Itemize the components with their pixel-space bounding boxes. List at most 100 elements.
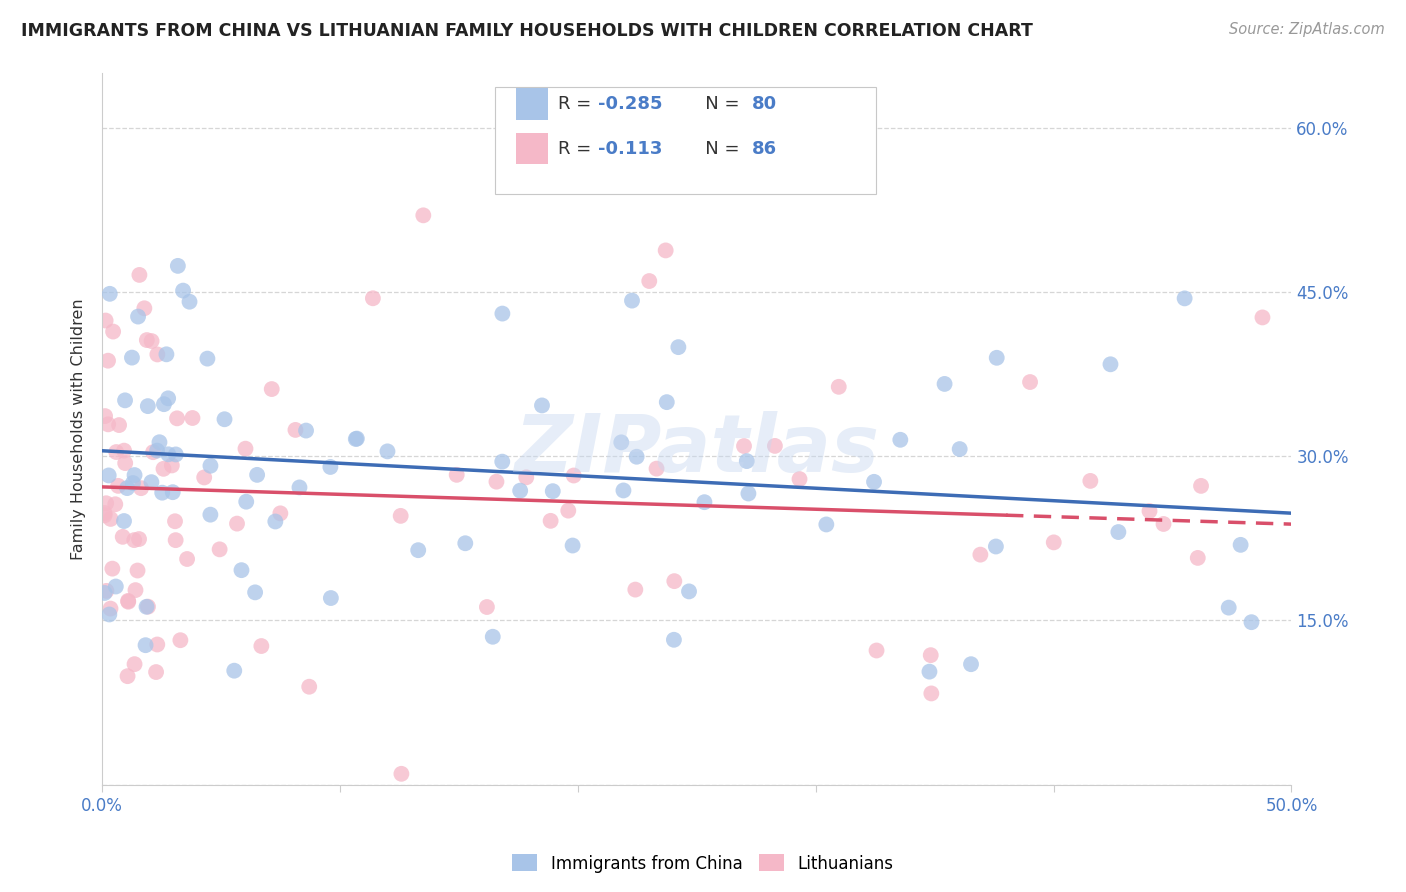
Point	[319, 460, 342, 475]
Point	[124, 468, 146, 483]
Point	[135, 599, 157, 614]
Point	[530, 399, 553, 413]
Point	[101, 561, 124, 575]
Point	[105, 445, 128, 459]
Point	[934, 376, 956, 391]
Point	[163, 514, 186, 528]
Point	[114, 456, 136, 470]
Point	[214, 412, 236, 426]
Point	[666, 340, 689, 354]
Point	[141, 475, 163, 490]
Point	[128, 532, 150, 546]
Point	[654, 244, 676, 258]
Legend: Immigrants from China, Lithuanians: Immigrants from China, Lithuanians	[506, 847, 900, 880]
Point	[638, 274, 661, 288]
Point	[235, 494, 257, 508]
Point	[179, 294, 201, 309]
Point	[620, 293, 643, 308]
Point	[346, 432, 368, 446]
Point	[122, 476, 145, 491]
Point	[889, 433, 911, 447]
Point	[117, 594, 139, 608]
Point	[344, 432, 367, 446]
Point	[145, 665, 167, 679]
Point	[662, 632, 685, 647]
Point	[108, 418, 131, 433]
Point	[406, 543, 429, 558]
Point	[1189, 479, 1212, 493]
Point	[949, 442, 972, 456]
Point	[1042, 535, 1064, 549]
Point	[117, 595, 139, 609]
Point	[541, 484, 564, 499]
Point	[693, 495, 716, 509]
Point	[491, 455, 513, 469]
Point	[93, 586, 115, 600]
Point	[134, 301, 156, 316]
Text: 86: 86	[752, 139, 778, 158]
Point	[121, 351, 143, 365]
Point	[828, 380, 851, 394]
Point	[148, 435, 170, 450]
Point	[111, 530, 134, 544]
Point	[142, 445, 165, 459]
Point	[150, 485, 173, 500]
Text: 80: 80	[752, 95, 778, 113]
Point	[129, 481, 152, 495]
Point	[288, 480, 311, 494]
Point	[231, 563, 253, 577]
Point	[737, 486, 759, 500]
Point	[93, 506, 115, 520]
Point	[162, 485, 184, 500]
Point	[678, 584, 700, 599]
Point	[200, 508, 222, 522]
Point	[562, 468, 585, 483]
Point	[122, 533, 145, 548]
Point	[200, 458, 222, 473]
Point	[165, 447, 187, 461]
Point	[1107, 524, 1129, 539]
Point	[664, 574, 686, 589]
Point	[153, 397, 176, 411]
Point	[269, 507, 291, 521]
Point	[815, 517, 838, 532]
Point	[135, 638, 157, 652]
Point	[918, 665, 941, 679]
Point	[104, 580, 127, 594]
Point	[224, 664, 246, 678]
Point	[181, 411, 204, 425]
Point	[112, 443, 135, 458]
Point	[446, 467, 468, 482]
Point	[96, 583, 118, 598]
Point	[485, 475, 508, 489]
Point	[1218, 600, 1240, 615]
Point	[128, 268, 150, 282]
Point	[124, 583, 146, 598]
Point	[645, 461, 668, 475]
Point	[481, 630, 503, 644]
Point	[610, 435, 633, 450]
Point	[1099, 357, 1122, 371]
Point	[160, 458, 183, 473]
Point	[146, 347, 169, 361]
Point	[146, 638, 169, 652]
Point	[169, 633, 191, 648]
Point	[960, 657, 983, 672]
Point	[454, 536, 477, 550]
Point	[235, 442, 257, 456]
Point	[127, 564, 149, 578]
Point	[124, 657, 146, 672]
Y-axis label: Family Households with Children: Family Households with Children	[72, 298, 86, 559]
Point	[1078, 474, 1101, 488]
Point	[986, 351, 1008, 365]
Point	[97, 417, 120, 432]
Point	[735, 454, 758, 468]
Point	[226, 516, 249, 531]
Text: ZIPatlas: ZIPatlas	[515, 411, 879, 489]
Point	[624, 582, 647, 597]
Point	[475, 600, 498, 615]
Point	[1019, 375, 1042, 389]
Point	[165, 533, 187, 548]
Point	[94, 409, 117, 423]
Point	[264, 515, 287, 529]
